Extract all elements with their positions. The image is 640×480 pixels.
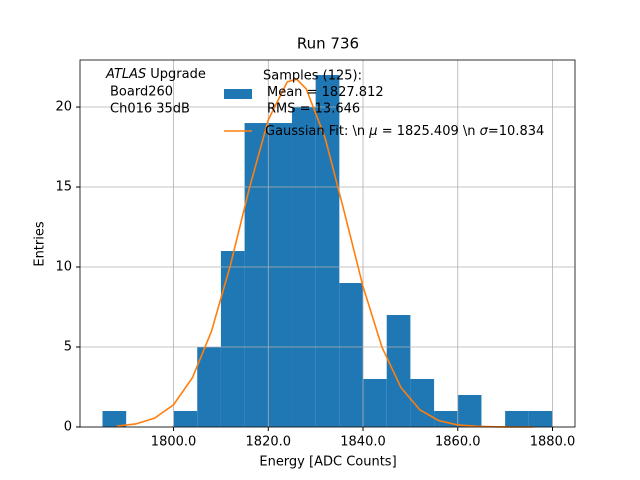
legend-label: RMS = 13.646 (267, 102, 360, 117)
legend-label: Mean = 1827.812 (267, 85, 384, 100)
annotation: Board260 (110, 85, 173, 100)
x-axis-label: Energy [ADC Counts] (259, 455, 396, 470)
legend-label: Gaussian Fit: \n μ = 1825.409 \n σ=10.83… (265, 124, 544, 139)
chart-title: Run 736 (297, 35, 359, 53)
legend-label: Samples (125): (263, 69, 362, 84)
histogram-bar (315, 75, 340, 427)
histogram-bar (363, 379, 387, 427)
legend-label-part: = 1825.409 \n (378, 124, 480, 139)
x-tick-label: 1840.0 (340, 435, 386, 450)
annotation-text: Upgrade (150, 67, 206, 82)
legend-label-part: σ (480, 124, 489, 139)
x-tick-label: 1800.0 (151, 435, 197, 450)
x-tick-label: 1880.0 (530, 435, 576, 450)
fit-line (116, 78, 534, 428)
legend-swatch (224, 89, 252, 99)
y-tick-label: 15 (55, 180, 72, 195)
histogram-bar (457, 395, 482, 427)
histogram-bar (339, 283, 364, 427)
annotation: Ch016 35dB (110, 102, 190, 117)
histogram-bar (244, 123, 269, 427)
histogram-bar (220, 251, 245, 427)
histogram-bar (268, 123, 292, 427)
histogram-bar (528, 411, 553, 427)
y-tick-label: 10 (55, 260, 72, 275)
y-tick-label: 0 (64, 420, 72, 435)
histogram-bar (173, 411, 198, 427)
y-tick-label: 5 (64, 340, 72, 355)
y-tick-label: 20 (55, 100, 72, 115)
histogram-bar (386, 315, 411, 427)
annotation-italic: ATLAS (105, 67, 146, 82)
histogram-bar (197, 347, 221, 427)
legend-label-part: Gaussian Fit: \n (265, 124, 369, 139)
legend-label-part: μ (368, 124, 377, 139)
y-axis-label: Entries (33, 221, 48, 267)
x-tick-label: 1820.0 (246, 435, 292, 450)
x-tick-label: 1860.0 (435, 435, 481, 450)
plot-frame (79, 59, 576, 428)
legend-label-part: =10.834 (488, 124, 544, 139)
histogram-bar (505, 411, 529, 427)
annotation: ATLAS Upgrade (105, 67, 206, 82)
histogram-bar (102, 411, 127, 427)
